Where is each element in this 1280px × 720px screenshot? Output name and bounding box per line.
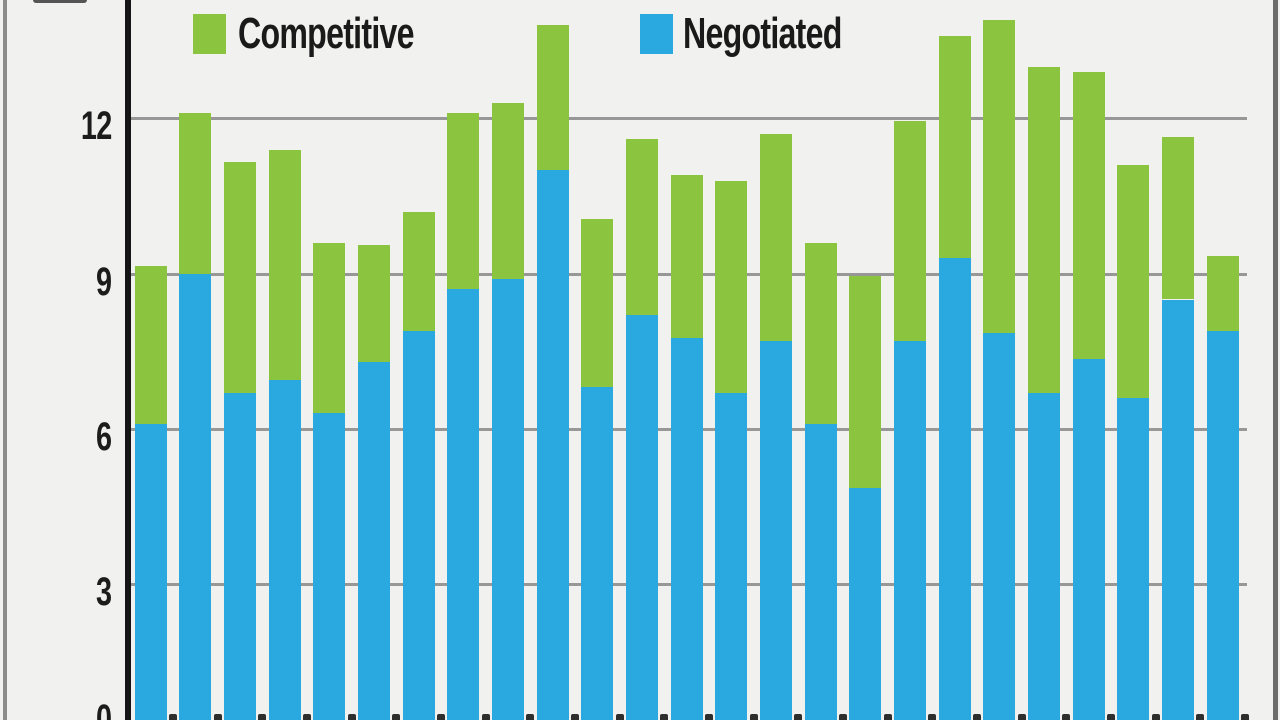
- x-tick-mark: [481, 714, 490, 720]
- bar-14-negotiated-segment: [715, 392, 748, 720]
- bar-16-negotiated-segment: [804, 423, 837, 720]
- bar-16-competitive-segment: [804, 242, 837, 424]
- x-tick-mark: [838, 714, 847, 720]
- bar-22-negotiated-segment: [1072, 359, 1105, 720]
- bar-3-competitive-segment: [224, 162, 256, 393]
- x-tick-mark: [392, 714, 401, 720]
- chart-left-border: [3, 0, 7, 720]
- chart-right-border: [1273, 0, 1278, 720]
- y-tick-label-12: 12: [80, 104, 111, 148]
- bar-22-competitive-segment: [1072, 71, 1105, 359]
- x-tick-mark: [526, 714, 535, 720]
- bar-11-negotiated-segment: [581, 387, 614, 720]
- x-tick-mark: [1106, 714, 1115, 720]
- bar-4-competitive-segment: [268, 149, 301, 380]
- bar-24-competitive-segment: [1161, 136, 1194, 300]
- bar-8-competitive-segment: [447, 113, 480, 290]
- y-tick-label-0: 0: [95, 697, 112, 720]
- bar-11-competitive-segment: [581, 219, 614, 388]
- x-tick-mark: [303, 714, 311, 720]
- x-tick-mark: [704, 714, 713, 720]
- bar-25-competitive-segment: [1206, 255, 1239, 331]
- x-tick-mark: [794, 714, 803, 720]
- y-axis-line: [125, 0, 131, 720]
- x-tick-mark: [213, 714, 222, 720]
- bar-9-competitive-segment: [492, 102, 524, 279]
- bar-25-negotiated-segment: [1206, 330, 1239, 720]
- x-tick-mark: [749, 714, 758, 720]
- y-tick-label-6: 6: [95, 415, 112, 459]
- bar-9-negotiated-segment: [492, 278, 524, 720]
- x-tick-mark: [1062, 714, 1071, 720]
- bar-10-negotiated-segment: [536, 170, 569, 720]
- bar-23-negotiated-segment: [1117, 397, 1150, 720]
- x-tick-mark: [972, 714, 981, 720]
- bar-1-negotiated-segment: [134, 423, 167, 720]
- legend-label-competitive: Competitive: [238, 9, 415, 58]
- bar-2-competitive-segment: [179, 113, 212, 274]
- bar-5-negotiated-segment: [313, 413, 346, 720]
- bar-21-negotiated-segment: [1027, 392, 1060, 720]
- legend-item-negotiated: Negotiated: [640, 12, 870, 56]
- bar-20-competitive-segment: [983, 20, 1016, 334]
- y-tick-label-3: 3: [95, 570, 112, 614]
- x-tick-mark: [928, 714, 937, 720]
- bar-6-competitive-segment: [358, 245, 390, 362]
- y-tick-label-9: 9: [95, 260, 112, 304]
- bar-15-negotiated-segment: [759, 340, 792, 720]
- x-tick-mark: [437, 714, 445, 720]
- x-tick-mark: [883, 714, 892, 720]
- bar-17-competitive-segment: [849, 276, 882, 489]
- legend-label-negotiated: Negotiated: [683, 9, 842, 58]
- bar-10-competitive-segment: [536, 25, 569, 171]
- bar-15-competitive-segment: [759, 134, 792, 341]
- bar-3-negotiated-segment: [224, 392, 256, 720]
- bar-23-competitive-segment: [1117, 165, 1150, 398]
- cropped-label-fragment: [33, 0, 87, 3]
- bar-1-competitive-segment: [134, 265, 167, 424]
- negotiated-legend-swatch-icon: [640, 14, 673, 54]
- x-tick-mark: [347, 714, 356, 720]
- bar-7-negotiated-segment: [402, 330, 435, 720]
- legend-item-competitive: Competitive: [193, 12, 433, 56]
- bar-14-competitive-segment: [715, 180, 748, 393]
- bar-8-negotiated-segment: [447, 289, 480, 720]
- x-tick-mark: [660, 714, 669, 720]
- bar-4-negotiated-segment: [268, 379, 301, 720]
- competitive-legend-swatch-icon: [193, 14, 226, 54]
- x-tick-mark: [258, 714, 267, 720]
- bar-19-competitive-segment: [938, 35, 971, 259]
- bar-24-negotiated-segment: [1161, 299, 1194, 720]
- bar-13-negotiated-segment: [670, 338, 703, 720]
- bar-21-competitive-segment: [1027, 66, 1060, 393]
- x-tick-mark: [169, 714, 177, 720]
- x-tick-mark: [571, 714, 579, 720]
- x-tick-mark: [1151, 714, 1160, 720]
- bar-12-competitive-segment: [626, 139, 658, 315]
- bar-17-negotiated-segment: [849, 488, 882, 720]
- bar-5-competitive-segment: [313, 242, 346, 414]
- x-tick-mark: [1196, 714, 1205, 720]
- bar-20-negotiated-segment: [983, 333, 1016, 720]
- bar-19-negotiated-segment: [938, 258, 971, 720]
- bar-2-negotiated-segment: [179, 273, 212, 720]
- bar-18-negotiated-segment: [893, 340, 926, 720]
- bar-18-competitive-segment: [893, 121, 926, 341]
- bar-12-negotiated-segment: [626, 315, 658, 720]
- x-tick-mark: [1017, 714, 1026, 720]
- x-tick-mark: [1240, 714, 1249, 720]
- gridline-12: [131, 117, 1247, 121]
- bar-7-competitive-segment: [402, 211, 435, 331]
- bar-6-negotiated-segment: [358, 361, 390, 720]
- bar-13-competitive-segment: [670, 175, 703, 339]
- x-tick-mark: [615, 714, 624, 720]
